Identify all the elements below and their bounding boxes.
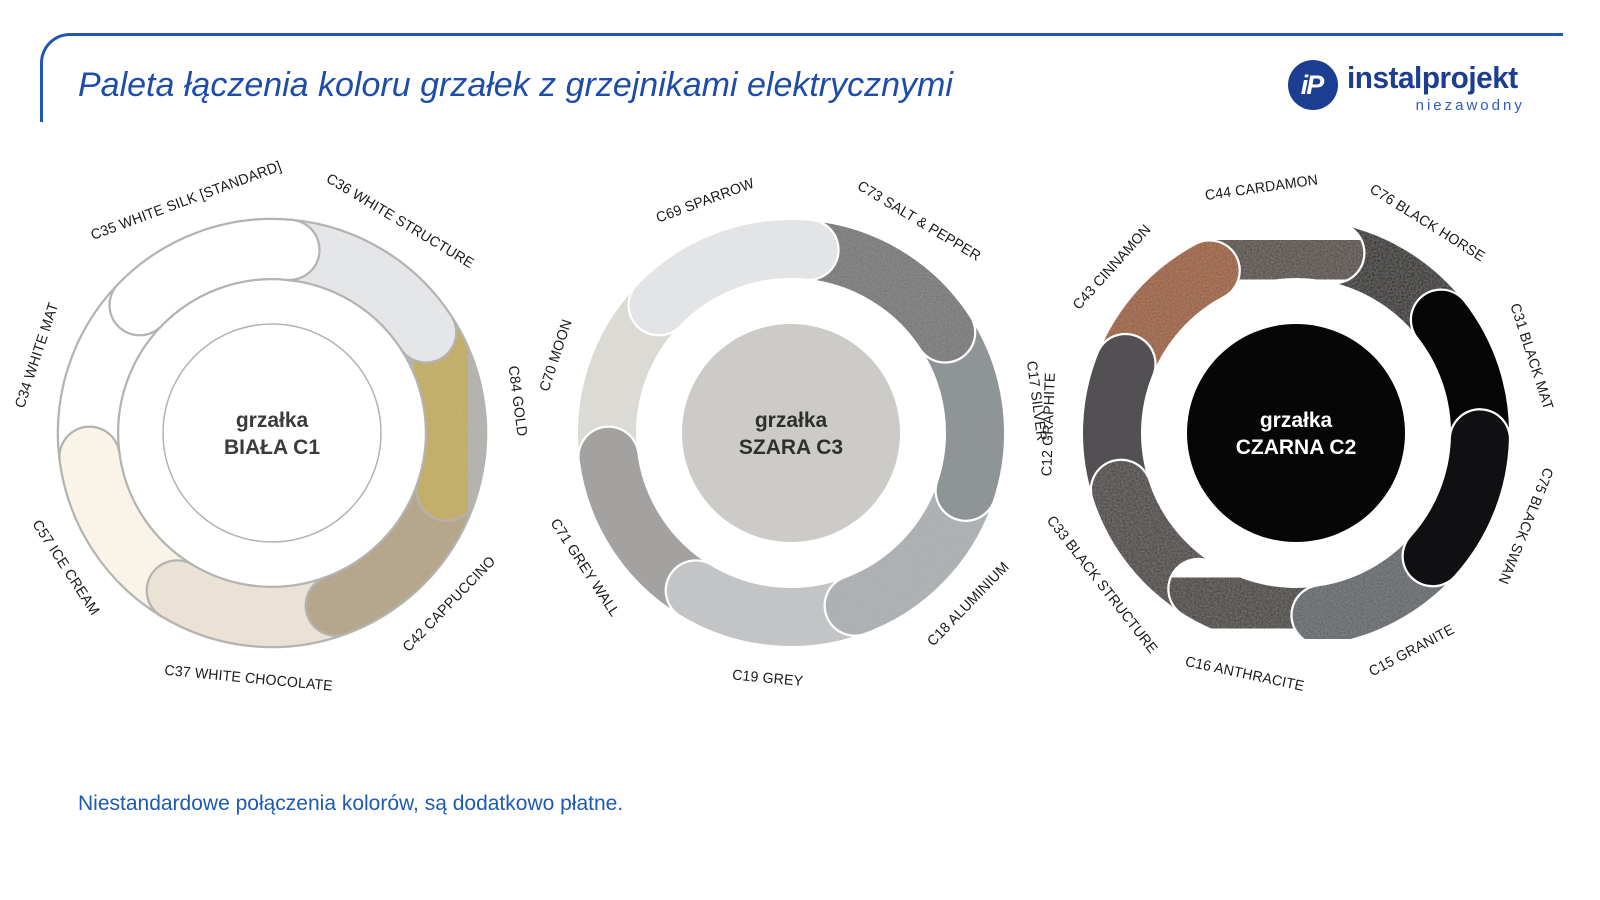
footer-note: Niestandardowe połączenia kolorów, są do… [78,792,624,815]
center-label-szara-c3: grzałka SZARA C3 [739,409,843,459]
label-C19: C19 GREY [731,667,804,690]
center-label-czarna-c2: grzałka CZARNA C2 [1236,409,1357,459]
center-biala-c1 [162,323,382,543]
logo-wordmark: instalprojekt [1347,60,1518,95]
page-title: Paleta łączenia koloru grzałek z grzejni… [78,66,953,104]
label-C31: C31 BLACK MAT [1506,301,1556,411]
label-C12: C12 GRAPHITE [1039,372,1059,476]
segment-C35 [110,220,319,335]
logo-icon: iP [1288,60,1338,110]
logo-text: instalprojekt niezawodny [1347,60,1525,115]
label-C44: C44 CARDAMON [1204,172,1319,204]
segment-C69 [629,220,838,335]
label-C69: C69 SPARROW [654,175,757,226]
label-C84: C84 GOLD [505,365,530,438]
center-szara-c3 [682,324,900,542]
logo-monogram: iP [1300,69,1324,100]
label-C37: C37 WHITE CHOCOLATE [164,663,334,695]
header-rule [40,33,1563,122]
label-C34: C34 WHITE MAT [12,301,62,411]
center-czarna-c2 [1187,324,1405,542]
logo: iP instalprojekt niezawodny [1288,60,1525,115]
logo-tagline: niezawodny [1415,97,1525,114]
center-label-biala-c1: grzałka BIAŁA C1 [224,409,320,459]
label-C16: C16 ANTHRACITE [1184,654,1306,695]
label-C70: C70 MOON [537,317,576,393]
segment-C75 [1403,410,1509,586]
